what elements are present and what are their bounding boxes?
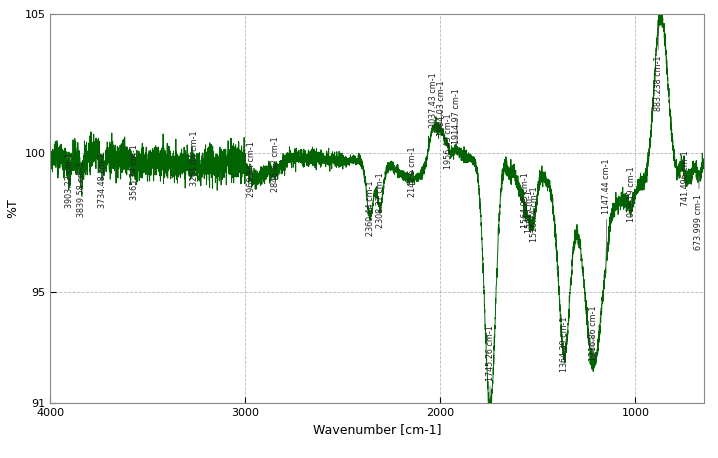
Text: 1994.03 cm-1: 1994.03 cm-1 [437, 81, 446, 136]
Text: 2360.44 cm-1: 2360.44 cm-1 [365, 181, 375, 236]
Text: 2846.42 cm-1: 2846.42 cm-1 [271, 136, 280, 192]
Text: 1541 cm-1: 1541 cm-1 [526, 191, 534, 234]
Text: 1745.26 cm-1: 1745.26 cm-1 [485, 325, 495, 400]
Text: 3839.58 cm-1: 3839.58 cm-1 [77, 161, 86, 217]
Text: 1216.86 cm-1: 1216.86 cm-1 [589, 306, 597, 361]
Text: 1364.39 cm-1: 1364.39 cm-1 [560, 317, 569, 372]
Text: 673.999 cm-1: 673.999 cm-1 [694, 176, 704, 250]
Text: 3565.74 cm-1: 3565.74 cm-1 [131, 144, 139, 200]
Text: 3734.48 cm-1: 3734.48 cm-1 [98, 153, 106, 208]
Text: 1564.95 cm-1: 1564.95 cm-1 [521, 172, 530, 228]
Text: 1914.97 cm-1: 1914.97 cm-1 [452, 89, 462, 144]
Text: 3903.22 cm-1: 3903.22 cm-1 [65, 153, 74, 208]
Text: 2969.84 cm-1: 2969.84 cm-1 [247, 142, 256, 197]
Text: 1147.44 cm-1: 1147.44 cm-1 [602, 158, 611, 256]
Text: 1516.74 cm-1: 1516.74 cm-1 [530, 186, 539, 242]
Text: 741.496 cm-1: 741.496 cm-1 [681, 150, 690, 206]
Y-axis label: %T: %T [6, 198, 19, 218]
Text: 883.238 cm-1: 883.238 cm-1 [653, 27, 663, 111]
Text: 2037.43 cm-1: 2037.43 cm-1 [429, 72, 437, 132]
Text: 3261.04 cm-1: 3261.04 cm-1 [190, 131, 199, 186]
Text: 1019.19 cm-1: 1019.19 cm-1 [627, 167, 636, 222]
Text: 1956.43 cm-1: 1956.43 cm-1 [444, 114, 453, 169]
Text: 2308.37 cm-1: 2308.37 cm-1 [376, 172, 385, 228]
Text: 2140.6 cm-1: 2140.6 cm-1 [409, 147, 417, 197]
X-axis label: Wavenumber [cm-1]: Wavenumber [cm-1] [313, 424, 441, 436]
